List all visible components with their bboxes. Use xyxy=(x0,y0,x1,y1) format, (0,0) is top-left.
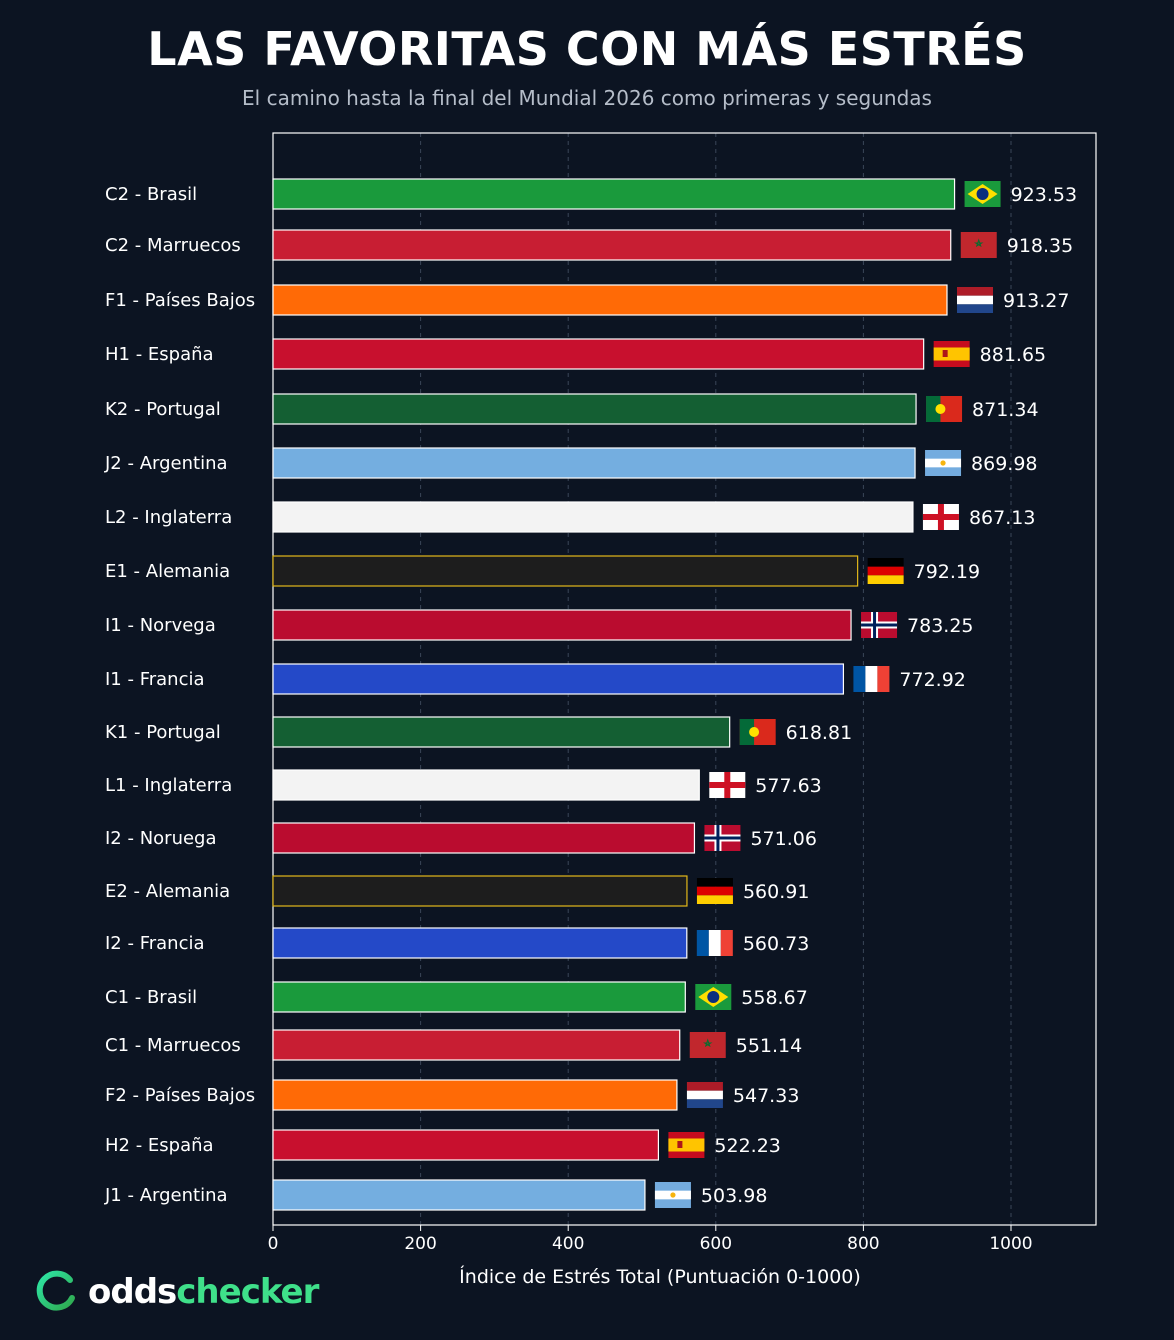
page-subtitle: El camino hasta la final del Mundial 202… xyxy=(242,86,932,110)
value-label: 571.06 xyxy=(750,828,816,850)
category-label: H1 - España xyxy=(105,344,214,365)
bar xyxy=(272,178,956,210)
brand-name-part1: odds xyxy=(88,1272,177,1312)
bar xyxy=(272,981,686,1013)
portugal-flag-icon xyxy=(739,719,776,745)
argentina-flag-icon xyxy=(925,450,962,476)
value-label: 560.91 xyxy=(743,881,809,903)
netherlands-flag-icon xyxy=(686,1082,723,1108)
x-tick-label: 200 xyxy=(404,1234,436,1254)
brand-name-part2: checker xyxy=(176,1272,319,1312)
value-label: 792.19 xyxy=(914,561,980,583)
bar xyxy=(272,769,700,801)
value-label: 547.33 xyxy=(733,1085,799,1107)
bar xyxy=(272,663,845,695)
category-label: J1 - Argentina xyxy=(104,1185,228,1206)
category-label: K2 - Portugal xyxy=(105,399,221,420)
category-label: I1 - Norvega xyxy=(105,615,216,636)
spain-flag-icon xyxy=(933,341,970,367)
bar xyxy=(272,1079,678,1111)
morocco-flag-icon xyxy=(689,1032,726,1058)
portugal-flag-icon xyxy=(926,396,963,422)
france-flag-icon xyxy=(853,666,890,692)
category-label: I1 - Francia xyxy=(105,669,205,690)
value-label: 869.98 xyxy=(971,453,1037,475)
oddschecker-logo-icon xyxy=(36,1270,75,1311)
value-label: 867.13 xyxy=(969,507,1035,529)
value-label: 577.63 xyxy=(755,775,821,797)
category-label: J2 - Argentina xyxy=(104,453,228,474)
brand-name: oddschecker xyxy=(88,1272,319,1312)
bar xyxy=(272,447,916,479)
bar xyxy=(272,875,688,907)
bar xyxy=(272,284,948,316)
x-tick-label: 800 xyxy=(847,1234,879,1254)
bar xyxy=(272,716,731,748)
brazil-flag-icon xyxy=(695,984,732,1010)
value-label: 871.34 xyxy=(972,399,1038,421)
category-label: L1 - Inglaterra xyxy=(105,775,232,796)
england-flag-icon xyxy=(709,772,746,798)
x-tick-label: 0 xyxy=(268,1234,279,1254)
x-tick-label: 400 xyxy=(552,1234,584,1254)
bar xyxy=(272,1129,660,1161)
category-label: H2 - España xyxy=(105,1135,214,1156)
value-label: 522.23 xyxy=(714,1135,780,1157)
bar xyxy=(272,338,925,370)
spain-flag-icon xyxy=(668,1132,705,1158)
category-label: E1 - Alemania xyxy=(105,561,230,582)
bar xyxy=(272,229,952,261)
norway-flag-icon xyxy=(704,825,741,851)
category-label: L2 - Inglaterra xyxy=(105,507,232,528)
argentina-flag-icon xyxy=(654,1182,691,1208)
value-label: 560.73 xyxy=(743,933,809,955)
category-label: F1 - Países Bajos xyxy=(105,290,255,311)
value-label: 551.14 xyxy=(736,1035,802,1057)
brazil-flag-icon xyxy=(964,181,1001,207)
morocco-flag-icon xyxy=(960,232,997,258)
germany-flag-icon xyxy=(867,558,904,584)
brand-logo: oddschecker xyxy=(34,1268,319,1316)
value-label: 881.65 xyxy=(980,344,1046,366)
bar xyxy=(272,1029,681,1061)
x-tick-label: 600 xyxy=(700,1234,732,1254)
value-label: 918.35 xyxy=(1007,235,1073,257)
category-label: I2 - Noruega xyxy=(105,828,217,849)
norway-flag-icon xyxy=(861,612,898,638)
value-label: 503.98 xyxy=(701,1185,767,1207)
value-label: 783.25 xyxy=(907,615,973,637)
bar xyxy=(272,501,914,533)
value-label: 618.81 xyxy=(786,722,852,744)
bar xyxy=(272,927,688,959)
france-flag-icon xyxy=(696,930,733,956)
netherlands-flag-icon xyxy=(956,287,993,313)
value-label: 913.27 xyxy=(1003,290,1069,312)
value-label: 772.92 xyxy=(899,669,965,691)
category-label: I2 - Francia xyxy=(105,933,205,954)
value-label: 923.53 xyxy=(1011,184,1077,206)
x-tick-label: 1000 xyxy=(989,1234,1032,1254)
bar xyxy=(272,555,859,587)
category-label: C2 - Brasil xyxy=(105,184,197,205)
category-label: E2 - Alemania xyxy=(105,881,230,902)
category-label: K1 - Portugal xyxy=(105,722,221,743)
category-label: F2 - Países Bajos xyxy=(105,1085,255,1106)
england-flag-icon xyxy=(922,504,959,530)
category-label: C1 - Marruecos xyxy=(105,1035,241,1056)
bar xyxy=(272,822,696,854)
bar xyxy=(272,609,852,641)
bar xyxy=(272,393,917,425)
germany-flag-icon xyxy=(696,878,733,904)
category-label: C1 - Brasil xyxy=(105,987,197,1008)
bar xyxy=(272,1179,646,1211)
category-label: C2 - Marruecos xyxy=(105,235,241,256)
x-axis-label: Índice de Estrés Total (Puntuación 0-100… xyxy=(459,1265,861,1288)
page-title: LAS FAVORITAS CON MÁS ESTRÉS xyxy=(147,22,1027,76)
value-label: 558.67 xyxy=(741,987,807,1009)
